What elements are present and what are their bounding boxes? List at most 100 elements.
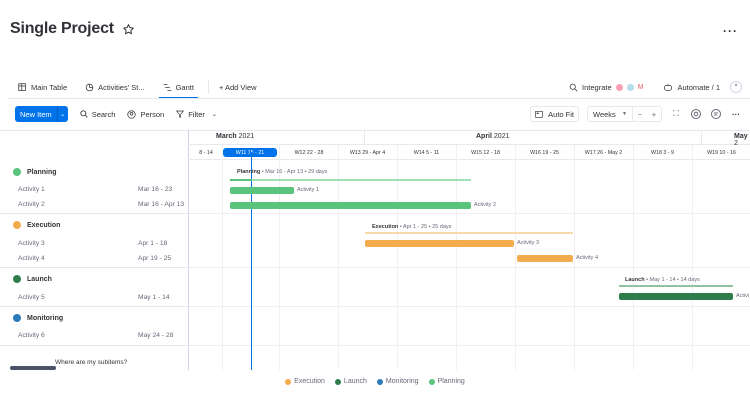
list-item[interactable]: Activity 2 Mar 16 - Apr 13 — [18, 201, 185, 208]
group-span-line — [619, 285, 733, 287]
today-line — [251, 154, 252, 370]
subitems-hint-link[interactable]: Where are my subitems? — [55, 359, 128, 366]
legend-item-planning: Planning — [428, 378, 465, 385]
month-name: April — [476, 133, 492, 140]
activity-dates: Apr 19 - 25 — [138, 255, 172, 262]
group-divider — [0, 306, 190, 307]
group-monitoring[interactable]: Monitoring — [13, 314, 63, 322]
week-cell: W17 26 - May 2 — [584, 149, 623, 156]
bar-label: Activi — [736, 293, 750, 299]
list-item[interactable]: Activity 1 Mar 16 - 23 — [18, 186, 183, 193]
group-divider — [190, 213, 750, 214]
activity-name: Activity 1 — [18, 186, 45, 193]
table-icon — [18, 82, 26, 91]
week-cell: W19 10 - 16 — [707, 149, 736, 156]
more-toolbar-button[interactable]: ··· — [732, 109, 740, 119]
group-divider — [190, 306, 750, 307]
app-icon-2 — [626, 83, 634, 91]
grid-line — [338, 145, 339, 370]
grid-line — [279, 145, 280, 370]
chevron-down-icon[interactable]: ⌄ — [211, 111, 217, 118]
zoom-level-select[interactable]: Weeks ▼ — [588, 107, 633, 121]
tab-gantt[interactable]: Gantt — [158, 76, 199, 98]
legend-label: Launch — [343, 378, 367, 385]
view-tabs: Main Table Activities' St... Gantt + Add… — [14, 76, 750, 98]
summary-details: Mar 16 - Apr 13 • 29 days — [265, 169, 328, 175]
add-view-label: + Add View — [218, 82, 257, 92]
tab-label: Gantt — [175, 82, 194, 92]
bar-label: Activity 1 — [297, 187, 320, 193]
group-span-line — [365, 232, 573, 234]
legend-dot — [285, 378, 292, 385]
automate-button[interactable]: Automate / 1 — [663, 83, 720, 92]
automate-label: Automate / 1 — [677, 82, 720, 92]
collapse-header-button[interactable]: ^ — [730, 81, 742, 93]
integrate-button[interactable]: Integrate M — [569, 83, 643, 92]
week-cell: W18 3 - 9 — [651, 149, 674, 156]
activity-name: Activity 5 — [18, 294, 45, 301]
month-year: 2021 — [238, 133, 255, 140]
legend-dot — [376, 378, 383, 385]
group-name: Launch — [27, 275, 52, 283]
settings-icon[interactable] — [690, 108, 702, 120]
horizontal-scrollbar[interactable] — [10, 366, 56, 370]
tab-label: Main Table — [31, 82, 68, 92]
group-divider — [0, 213, 190, 214]
filter-button[interactable]: Filter ⌄ — [176, 110, 217, 119]
tabs-right-actions: Integrate M Automate / 1 ^ — [569, 76, 742, 98]
person-icon — [127, 109, 137, 119]
gantt-bar-activity-3[interactable] — [365, 240, 514, 247]
zoom-out-button[interactable]: − — [637, 109, 643, 119]
group-planning[interactable]: Planning — [13, 168, 57, 176]
title-row: Single Project — [10, 20, 135, 38]
list-item[interactable]: Activity 3 Apr 1 - 18 — [18, 240, 183, 247]
legend-label: Planning — [437, 378, 465, 385]
person-filter-button[interactable]: Person — [127, 110, 164, 119]
chat-icon[interactable] — [710, 108, 722, 120]
grid-line — [515, 145, 516, 370]
chart-legend: Execution Launch Monitoring Planning — [0, 378, 750, 385]
group-launch[interactable]: Launch — [13, 275, 52, 283]
grid-top-divider — [0, 130, 750, 131]
star-icon[interactable] — [122, 23, 135, 36]
list-item[interactable]: Activity 6 May 24 - 28 — [18, 332, 183, 339]
month-header: March 2021 April 2021 May 2 — [190, 130, 750, 147]
group-execution[interactable]: Execution — [13, 221, 60, 229]
gantt-bar-activity-4[interactable] — [517, 255, 573, 262]
chevron-down-icon[interactable]: ⌄ — [56, 106, 68, 122]
more-options-button[interactable]: ··· — [723, 24, 738, 38]
group-color-dot — [13, 221, 21, 229]
group-summary-launch: Launch • May 1 - 14 • 14 days — [625, 277, 700, 283]
new-item-button[interactable]: New Item ⌄ — [15, 106, 68, 122]
gantt-bar-activity-5[interactable] — [619, 293, 733, 300]
grid-line — [692, 145, 693, 370]
auto-fit-button[interactable]: Auto Fit — [530, 106, 579, 122]
search-button[interactable]: Search — [80, 109, 116, 119]
tab-main-table[interactable]: Main Table — [14, 76, 71, 98]
item-list-panel — [0, 130, 189, 370]
add-view-button[interactable]: + Add View — [215, 76, 261, 98]
group-progress-line — [230, 179, 252, 181]
gantt-bar-activity-2[interactable] — [230, 202, 471, 209]
activity-name: Activity 6 — [18, 332, 45, 339]
gantt-bar-activity-1[interactable] — [230, 187, 294, 194]
summary-group-name: Execution — [372, 224, 399, 230]
tab-activities-status[interactable]: Activities' St... — [81, 76, 148, 98]
activity-dates: Mar 16 - Apr 13 — [138, 201, 185, 208]
grid-line — [397, 145, 398, 370]
bar-label: Activity 4 — [576, 255, 599, 261]
legend-dot — [334, 378, 341, 385]
group-name: Monitoring — [27, 314, 64, 322]
week-cell: W13 29 - Apr 4 — [349, 149, 386, 156]
fullscreen-icon[interactable]: ⛶ — [673, 109, 679, 118]
search-label: Search — [91, 109, 116, 119]
zoom-in-button[interactable]: + — [651, 109, 657, 119]
month-may: May 2 — [734, 133, 750, 147]
integrate-icon — [569, 83, 578, 92]
week-cell: W14 5 - 11 — [413, 149, 440, 156]
grid-line — [222, 145, 223, 370]
list-item[interactable]: Activity 4 Apr 19 - 25 — [18, 255, 183, 262]
month-year: 2021 — [493, 133, 510, 140]
list-item[interactable]: Activity 5 May 1 - 14 — [18, 294, 183, 301]
week-cell: W12 22 - 28 — [294, 149, 324, 156]
